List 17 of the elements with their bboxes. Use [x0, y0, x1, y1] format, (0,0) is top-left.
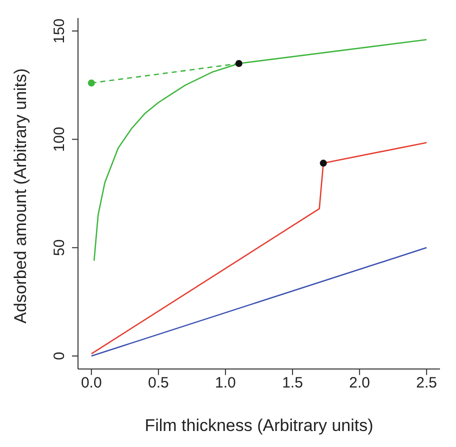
- point: [320, 160, 327, 167]
- x-axis-title: Film thickness (Arbitrary units): [144, 416, 374, 435]
- point: [88, 80, 95, 86]
- line-series: [90, 142, 428, 354]
- x-tick-label: 0.0: [80, 374, 102, 392]
- x-tick-label: 2.0: [349, 374, 370, 392]
- y-tick-label: 150: [51, 18, 68, 44]
- y-tick-label: 50: [51, 239, 68, 256]
- x-tick-label: 2.5: [416, 374, 438, 392]
- y-axis-title: Adsorbed amount (Arbitrary units): [11, 68, 30, 324]
- x-tick-label: 1.5: [282, 374, 303, 392]
- point: [235, 60, 242, 67]
- y-tick-label: 100: [51, 126, 68, 152]
- x-tick-label: 0.5: [148, 374, 169, 392]
- line-series: [93, 39, 428, 262]
- x-tick-label: 1.0: [215, 374, 236, 392]
- y-tick-label: 0: [51, 352, 68, 360]
